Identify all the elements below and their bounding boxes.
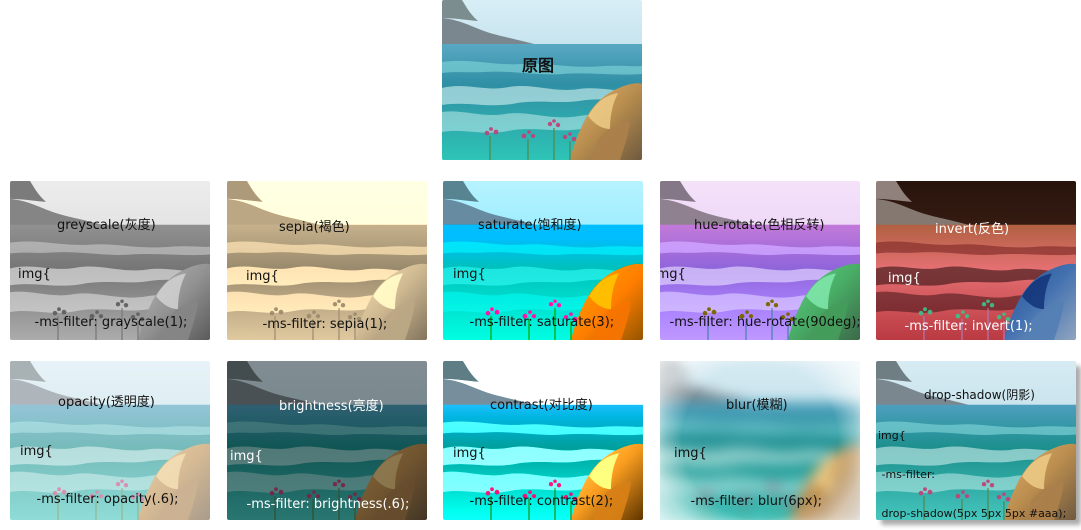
tile-title: opacity(透明度) [58,395,155,410]
tile-title: saturate(饱和度) [478,218,582,233]
filter-code: img{ -ms-filter: grayscale(1); filter:gr… [18,235,187,340]
invert-tile: invert(反色) img{ -ms-filter: invert(1); f… [876,181,1076,340]
code-line: img{ [18,267,51,282]
coastal-scene [442,0,642,160]
code-line: -ms-filter: sepia(1); [246,317,388,332]
filter-code: img{ -ms-filter: blur(6px); filter: blur… [674,414,822,520]
sepia-tile: sepia(褐色) img{ -ms-filter: sepia(1); fil… [227,181,427,340]
hue-rotate-tile: hue-rotate(色相反转) img{ -ms-filter: hue-ro… [660,181,860,340]
tile-title: drop-shadow(阴影) [924,388,1035,402]
code-line: img{ [453,446,486,461]
saturate-tile: saturate(饱和度) img{ -ms-filter: saturate(… [443,181,643,340]
tile-title: contrast(对比度) [490,398,593,413]
filter-code: img{ -ms-filter: invert(1); filter: inve… [888,239,1033,340]
code-line: -ms-filter: hue-rotate(90deg); [660,315,860,330]
code-line: img{ [246,269,279,284]
filter-code: img{ -ms-filter: contrast(2); filter: co… [453,414,613,520]
opacity-tile: opacity(透明度) img{ -ms-filter: opacity(.6… [10,361,210,520]
greyscale-tile: greyscale(灰度) img{ -ms-filter: grayscale… [10,181,210,340]
code-line: -ms-filter: contrast(2); [453,494,614,509]
original-photo [442,0,642,160]
code-line: -ms-filter: [878,468,935,481]
code-line: drop-shadow(5px 5px 5px #aaa); [878,507,1067,520]
code-line: img{ [20,444,53,459]
code-line: -ms-filter: blur(6px); [674,494,823,509]
code-line: -ms-filter: opacity(.6); [20,492,179,507]
code-line: -ms-filter: saturate(3); [453,315,615,330]
filter-code: img{ -ms-filter: hue-rotate(90deg); filt… [660,235,860,340]
filter-code: img{ -ms-filter: brightness(.6); filter:… [230,417,409,520]
drop-shadow-tile: drop-shadow(阴影) img{ -ms-filter: drop-sh… [876,361,1076,520]
code-line: img{ [660,267,686,282]
filter-code: img{ -ms-filter: sepia(1); filter: sepia… [246,237,387,340]
code-line: -ms-filter: invert(1); [888,319,1033,334]
tile-title: greyscale(灰度) [57,218,156,233]
blur-tile: blur(模糊) img{ -ms-filter: blur(6px); fil… [660,361,860,520]
filter-code: img{ -ms-filter: opacity(.6); filter: op… [20,412,179,520]
filter-code: img{ -ms-filter: drop-shadow(5px 5px 5px… [878,403,1066,520]
code-line: -ms-filter: grayscale(1); [18,315,188,330]
tile-title: blur(模糊) [726,398,788,413]
code-line: img{ [878,429,906,442]
code-line: img{ [453,267,486,282]
tile-title: sepia(褐色) [279,220,350,235]
code-line: img{ [674,446,707,461]
brightness-tile: brightness(亮度) img{ -ms-filter: brightne… [227,361,427,520]
original-image-tile: 原图 [442,0,642,160]
tile-title: hue-rotate(色相反转) [694,218,825,233]
tile-title: 原图 [522,56,555,75]
tile-title: brightness(亮度) [279,399,384,414]
code-line: img{ [888,271,921,286]
code-line: -ms-filter: brightness(.6); [230,497,410,512]
filter-code: img{ -ms-filter: saturate(3); filter: sa… [453,235,614,340]
contrast-tile: contrast(对比度) img{ -ms-filter: contrast(… [443,361,643,520]
tile-title: invert(反色) [935,222,1010,237]
code-line: img{ [230,449,263,464]
